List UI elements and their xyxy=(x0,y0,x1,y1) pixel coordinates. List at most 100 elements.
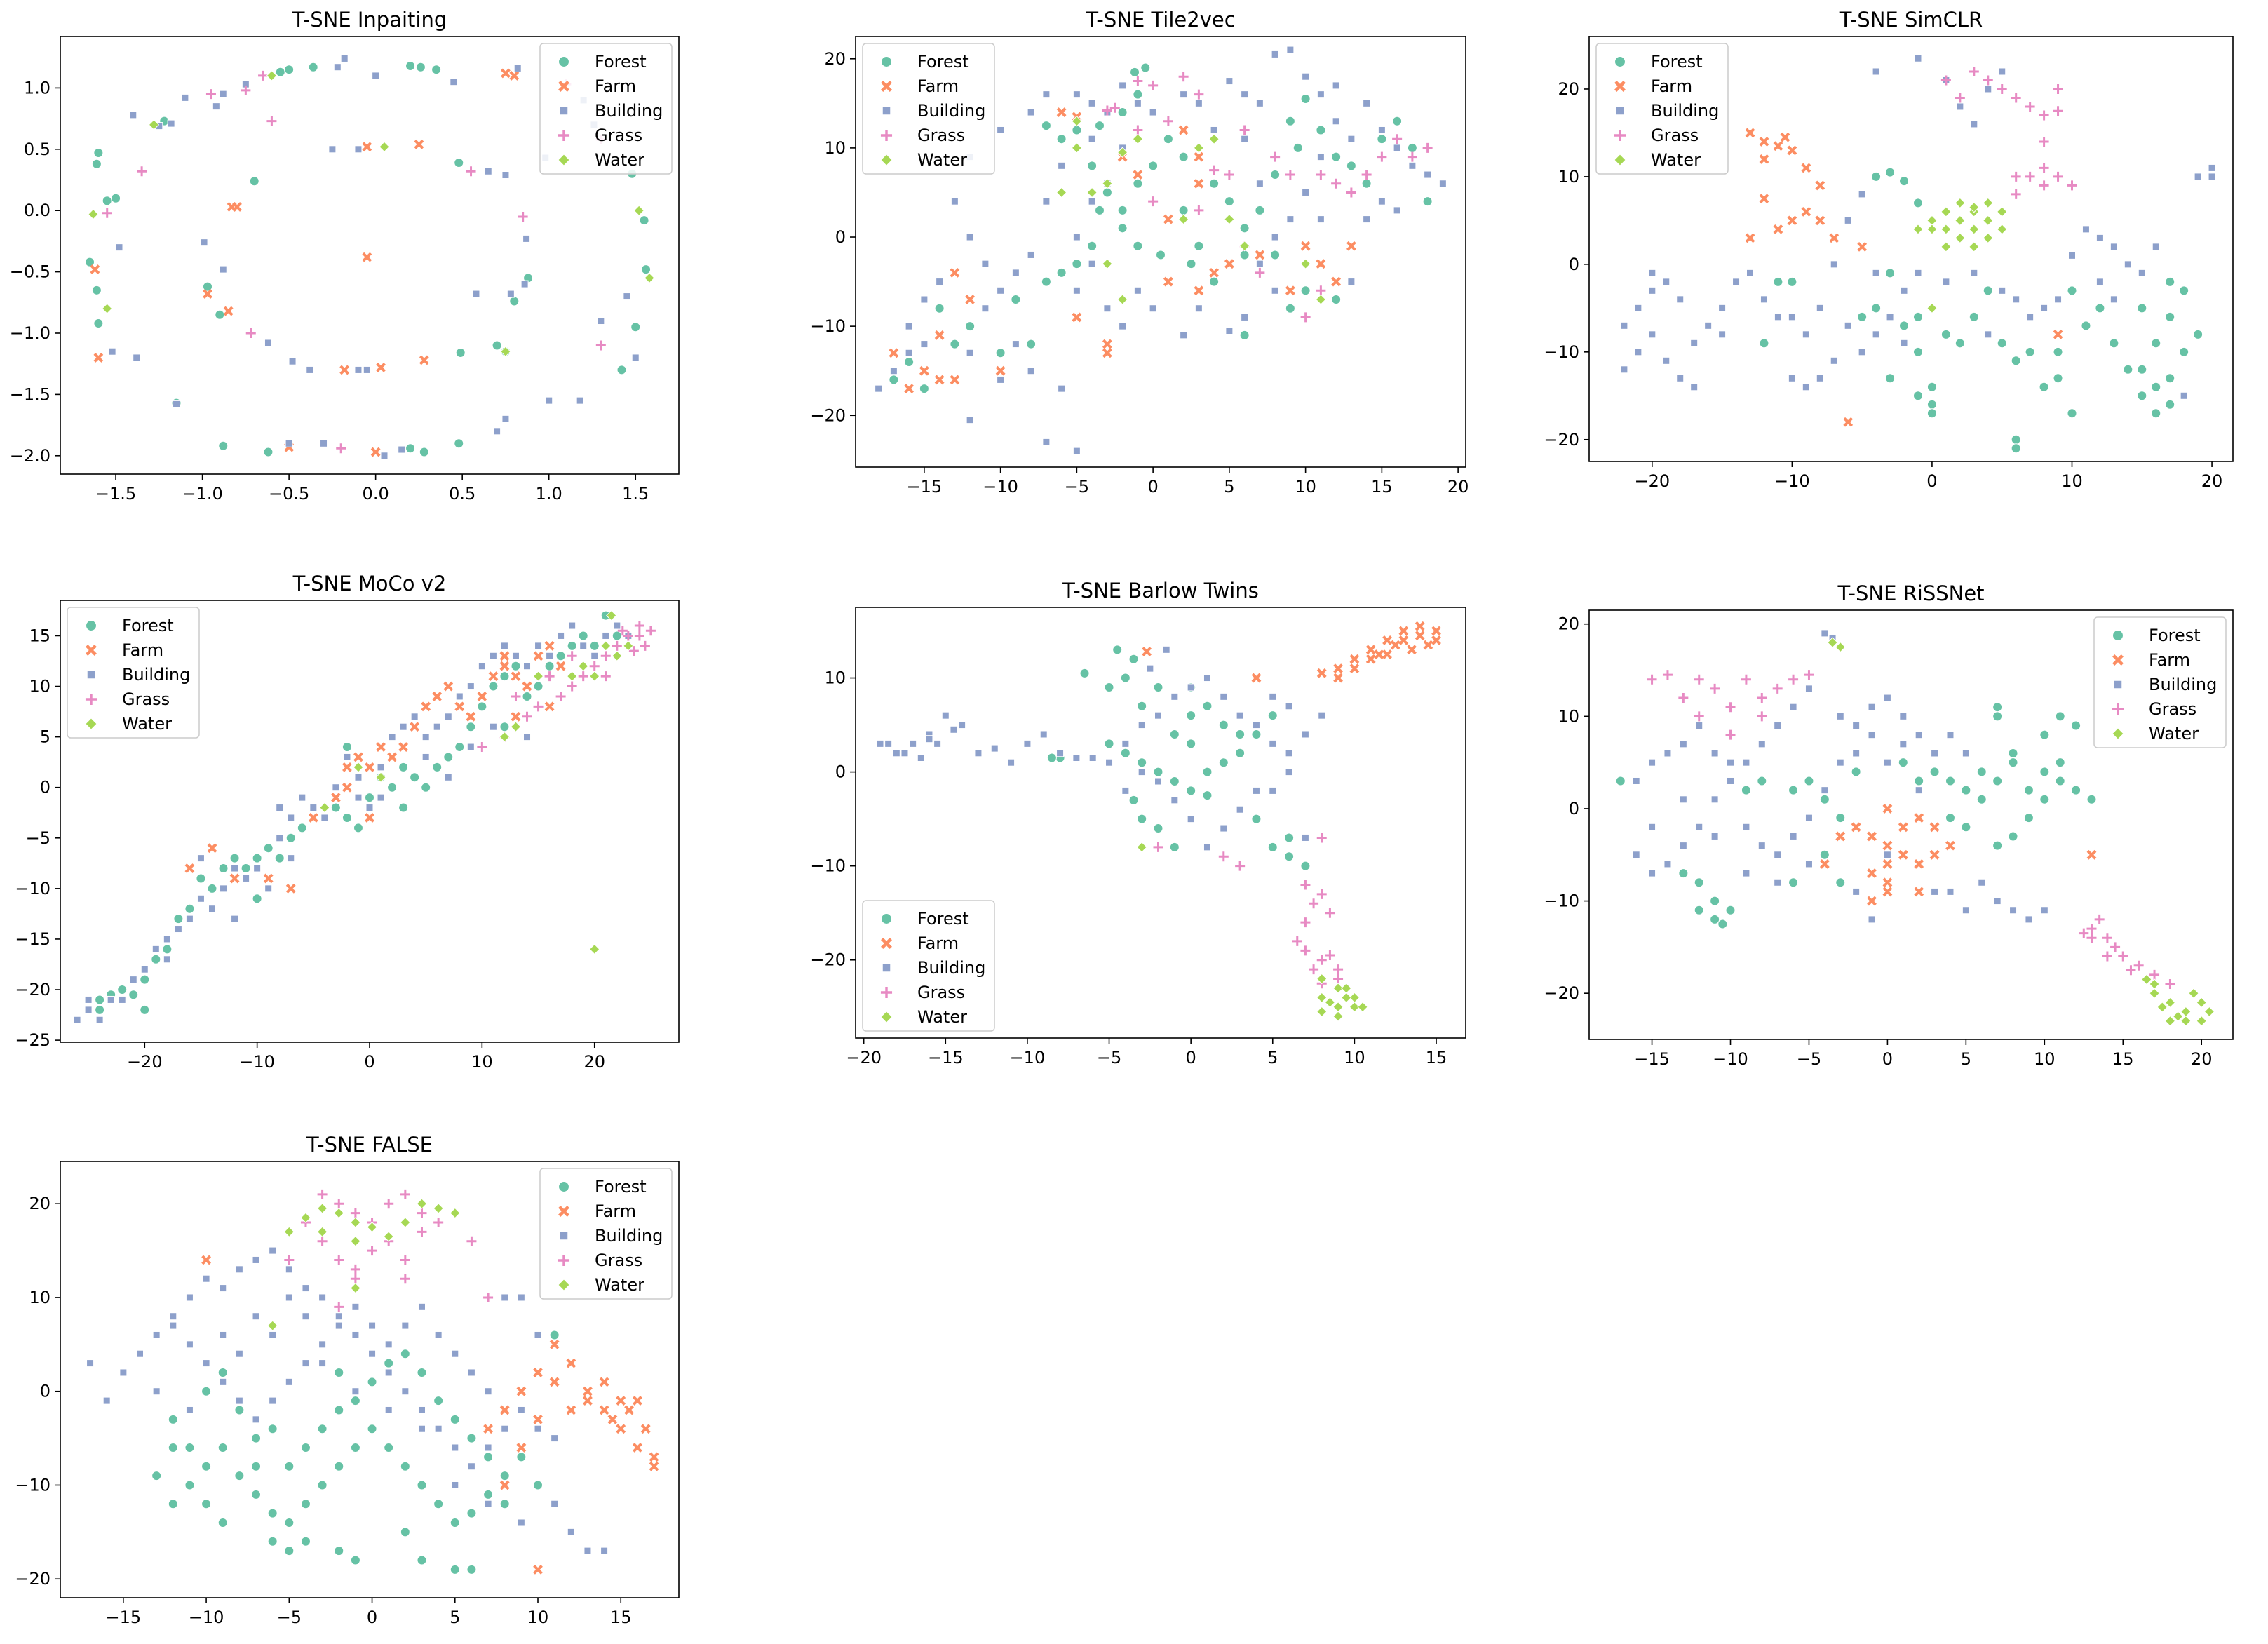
point-grass xyxy=(1710,683,1720,694)
point-farm xyxy=(398,742,409,752)
point-building xyxy=(1727,776,1735,785)
point-forest xyxy=(1117,205,1128,215)
point-water xyxy=(644,272,655,284)
point-forest xyxy=(234,1405,245,1415)
point-forest xyxy=(218,440,229,451)
point-building xyxy=(1676,374,1685,382)
point-water xyxy=(577,660,589,672)
point-building xyxy=(1900,286,1908,295)
point-water xyxy=(266,1320,278,1331)
point-building xyxy=(1088,753,1097,762)
point-building xyxy=(318,1359,327,1368)
point-building xyxy=(1984,330,1992,339)
point-farm xyxy=(1882,877,1893,888)
point-forest xyxy=(203,281,212,292)
point-water xyxy=(1997,206,2008,217)
y-tick-label: 0 xyxy=(40,1382,50,1401)
legend-marker-water xyxy=(2112,727,2124,740)
point-building xyxy=(1970,120,1978,128)
point-building xyxy=(467,1462,475,1471)
point-farm xyxy=(501,68,511,79)
point-forest xyxy=(499,1499,510,1509)
point-farm xyxy=(1773,224,1783,234)
point-grass xyxy=(589,661,600,671)
point-grass xyxy=(1148,80,1159,90)
point-building xyxy=(909,739,917,748)
y-tick-label: 0.0 xyxy=(24,201,50,220)
point-forest xyxy=(1194,241,1204,251)
point-building xyxy=(219,265,227,274)
point-building xyxy=(1027,250,1035,259)
point-water xyxy=(1102,178,1113,189)
point-forest xyxy=(1153,767,1163,777)
point-building xyxy=(1942,278,1950,286)
point-building xyxy=(1978,878,1986,887)
point-forest xyxy=(297,823,307,833)
point-forest xyxy=(1992,711,2003,722)
legend-label-forest: Forest xyxy=(2149,626,2201,645)
y-tick-label: 15 xyxy=(29,626,50,645)
point-grass xyxy=(1377,151,1387,162)
point-grass xyxy=(1331,178,1342,189)
point-building xyxy=(920,340,929,349)
point-building xyxy=(1269,739,1277,748)
point-grass xyxy=(1255,267,1265,278)
point-forest xyxy=(1041,276,1051,287)
point-forest xyxy=(398,762,409,772)
point-building xyxy=(86,1359,95,1368)
point-building xyxy=(936,278,944,286)
point-water xyxy=(1341,992,1352,1004)
point-grass xyxy=(2067,180,2077,191)
point-grass xyxy=(1300,945,1311,956)
point-forest xyxy=(400,1461,410,1471)
point-forest xyxy=(1128,795,1139,805)
point-forest xyxy=(1285,116,1295,126)
point-grass xyxy=(2039,163,2049,173)
point-farm xyxy=(599,1405,609,1415)
point-building xyxy=(118,995,126,1004)
point-grass xyxy=(1209,165,1220,175)
point-building xyxy=(302,1312,310,1321)
point-farm xyxy=(1867,896,1877,906)
point-building xyxy=(1931,749,1939,757)
point-building xyxy=(1788,374,1796,382)
point-forest xyxy=(284,65,295,75)
point-farm xyxy=(544,640,555,651)
point-building xyxy=(335,1321,343,1330)
point-farm xyxy=(1851,822,1861,833)
point-forest xyxy=(2055,757,2065,768)
point-building xyxy=(451,1443,459,1452)
legend-marker-grass xyxy=(85,693,97,706)
point-building xyxy=(1154,711,1163,720)
legend-marker-farm xyxy=(881,938,892,949)
point-water xyxy=(1132,133,1144,144)
point-grass xyxy=(1270,151,1281,162)
legend-marker-building xyxy=(882,106,891,116)
point-building xyxy=(1241,135,1249,143)
point-grass xyxy=(334,1255,344,1265)
point-building xyxy=(365,804,374,812)
y-tick-label: 1.0 xyxy=(24,78,50,97)
point-building xyxy=(444,713,452,721)
point-building xyxy=(434,1424,443,1433)
point-building xyxy=(231,864,239,872)
legend-label-water: Water xyxy=(595,150,644,170)
point-water xyxy=(2149,978,2160,990)
point-grass xyxy=(578,671,588,682)
point-grass xyxy=(1292,936,1302,946)
point-building xyxy=(467,1368,475,1377)
point-forest xyxy=(522,691,532,701)
chart-t-sne-false: T-SNE FALSE −15 −10 −5 0 5 10 15 20 10 0 −10 −20 Fore… xyxy=(15,1133,680,1627)
point-farm xyxy=(1415,621,1425,631)
point-grass xyxy=(544,671,555,682)
point-grass xyxy=(2165,979,2175,990)
point-forest xyxy=(1983,285,1993,296)
point-forest xyxy=(140,974,150,985)
point-forest xyxy=(350,1442,360,1453)
point-building xyxy=(95,1016,104,1024)
point-building xyxy=(433,722,441,731)
point-farm xyxy=(1300,241,1311,251)
y-tick-label: −10 xyxy=(810,856,846,876)
point-building xyxy=(1710,832,1719,840)
legend-label-forest: Forest xyxy=(917,52,969,72)
